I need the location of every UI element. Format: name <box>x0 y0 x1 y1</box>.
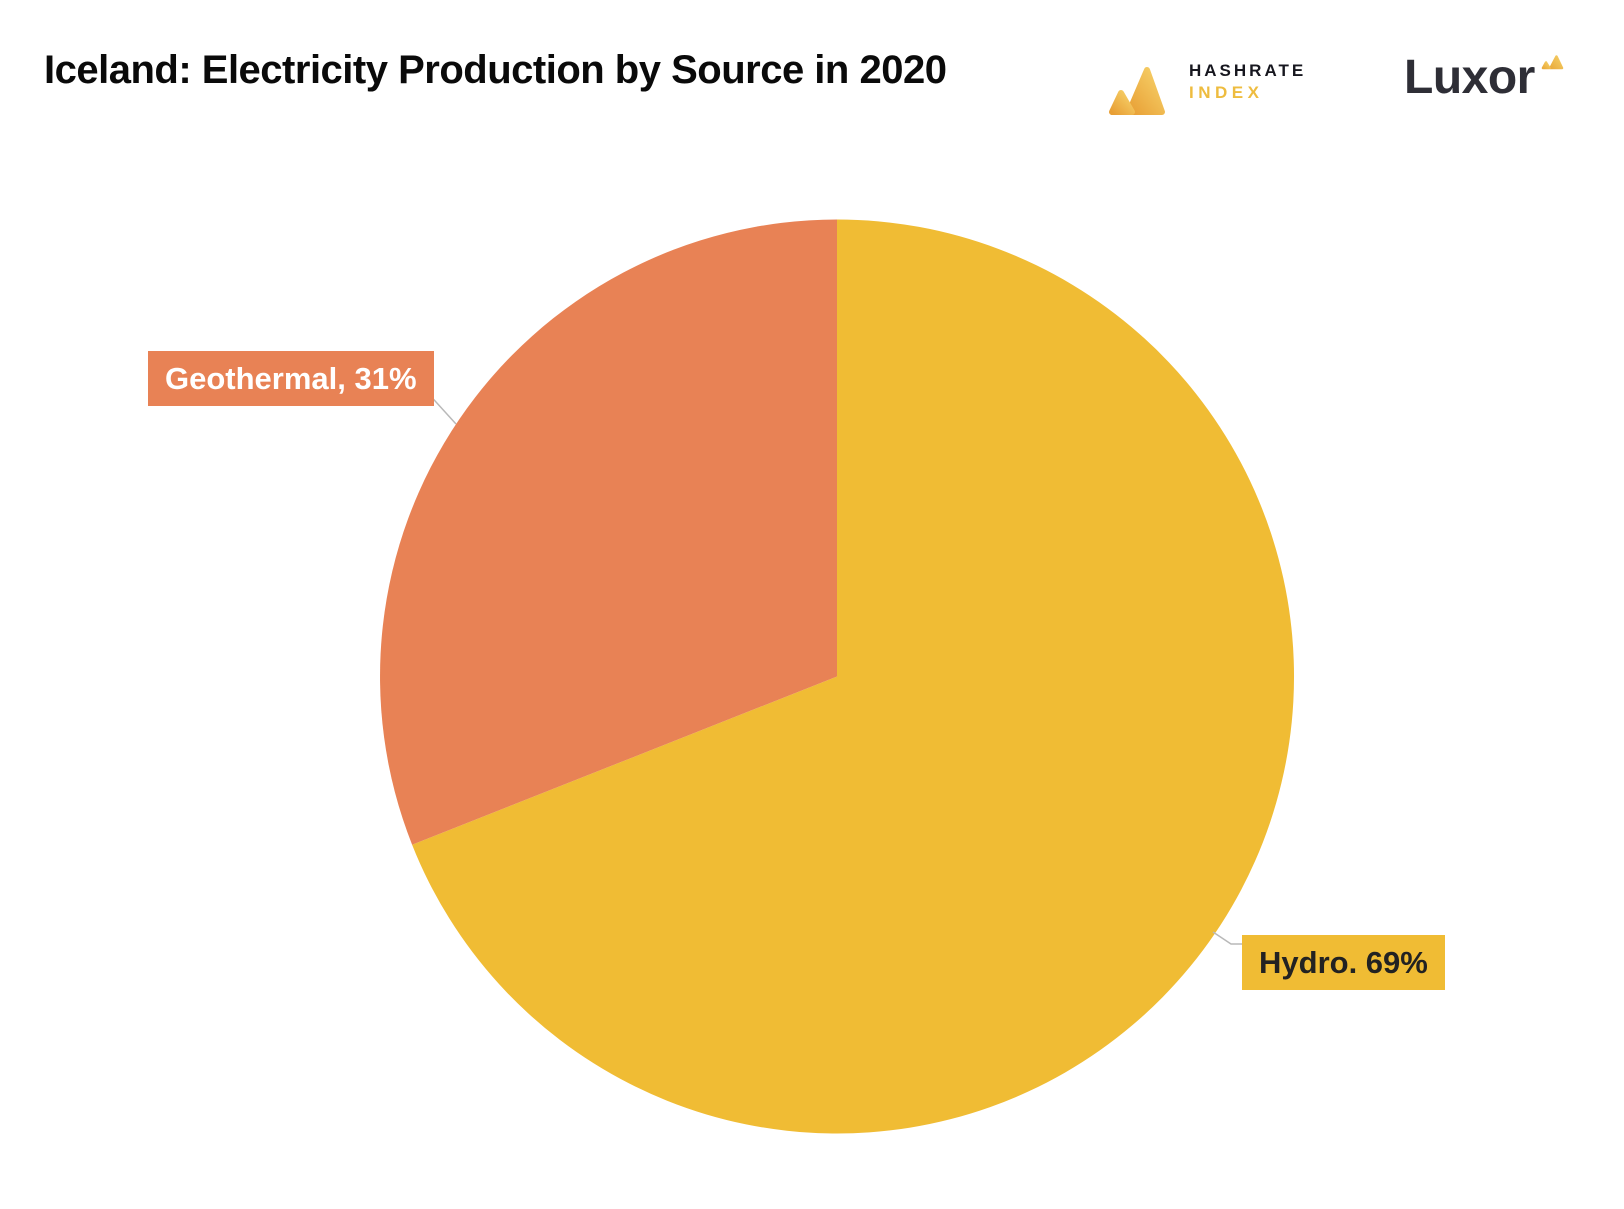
luxor-logo-icon <box>1541 55 1564 70</box>
callout-line-hydro <box>1212 931 1242 945</box>
pie-slice-geothermal <box>380 219 837 845</box>
hashrate-index-logo: HASHRATE INDEX <box>1108 62 1306 116</box>
chart-title: Iceland: Electricity Production by Sourc… <box>44 48 947 92</box>
hashrate-logo-line1: HASHRATE <box>1189 61 1307 80</box>
hashrate-logo-line2: INDEX <box>1189 83 1264 102</box>
luxor-logo-text: Luxor <box>1404 51 1535 104</box>
luxor-logo: Luxor <box>1404 51 1564 105</box>
label-geothermal: Geothermal, 31% <box>148 351 434 406</box>
hashrate-index-logo-text: HASHRATE INDEX <box>1189 62 1306 101</box>
hashrate-index-logo-icon <box>1109 67 1165 115</box>
pie-slice-hydro <box>412 219 1295 1134</box>
label-hydro: Hydro. 69% <box>1242 935 1445 990</box>
